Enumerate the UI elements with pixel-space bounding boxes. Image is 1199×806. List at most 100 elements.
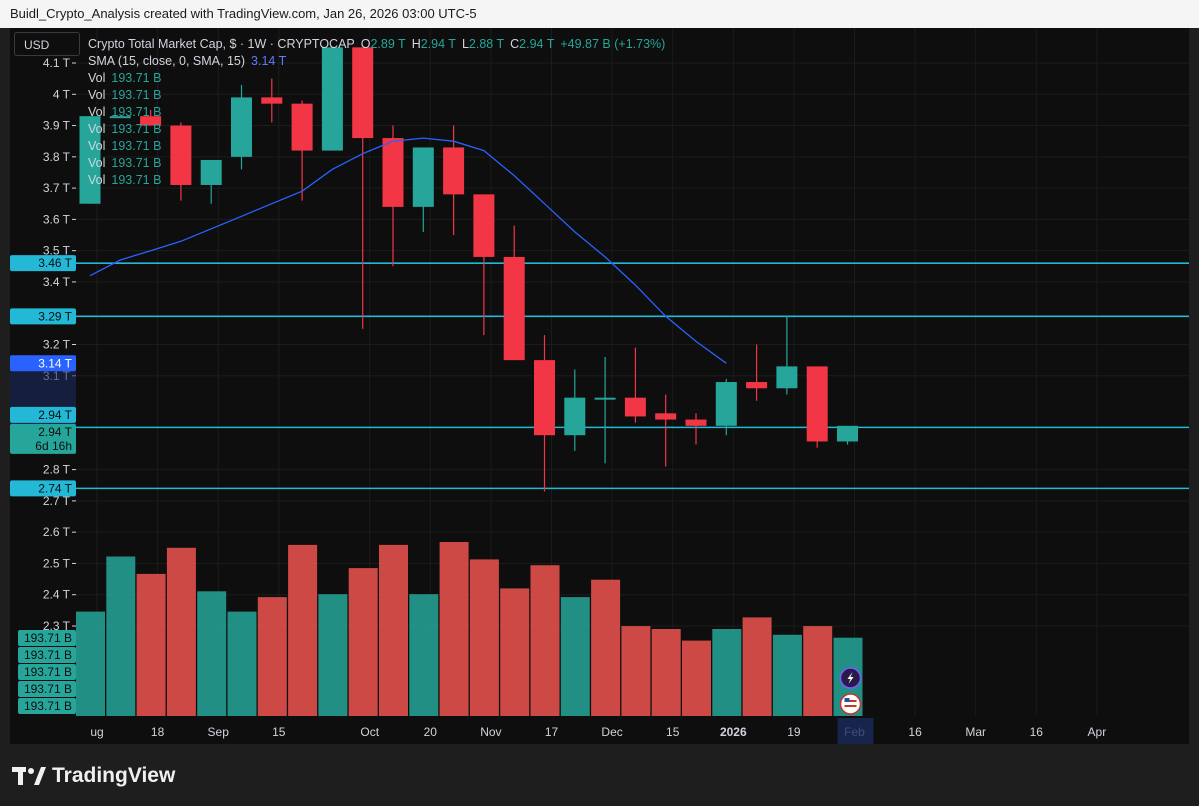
volume-price-labels: 193.71 B 193.71 B 193.71 B 193.71 B 193.71 B	[18, 630, 76, 715]
volume-legend-row[interactable]: Vol 193.71 B	[88, 155, 665, 172]
candle-body	[412, 147, 434, 207]
volume-legend-label: Vol	[88, 122, 106, 136]
candle-body	[291, 103, 313, 151]
chart-legend: Crypto Total Market Cap, $ · 1W · CRYPTO…	[88, 36, 665, 189]
candle-body	[79, 116, 101, 204]
y-tick-label: 2.7 T	[43, 494, 71, 508]
volume-legend-value: 193.71 B	[111, 71, 162, 85]
candle-body	[564, 397, 586, 436]
volume-bar	[318, 594, 348, 716]
x-tick-label: 20	[424, 725, 438, 739]
volume-bar	[76, 611, 105, 716]
volume-bar	[257, 597, 287, 716]
sma-price-tag-text: 3.14 T	[38, 356, 72, 370]
x-tick-label: 16	[1030, 725, 1044, 739]
sma-price-tag	[10, 355, 76, 372]
sma-value: 3.14 T	[251, 54, 287, 68]
candle-body	[170, 125, 192, 185]
volume-legend-row[interactable]: Vol 193.71 B	[88, 138, 665, 155]
level-price-tag	[10, 255, 76, 272]
lightning-glyph	[847, 672, 854, 684]
candle-body	[261, 97, 283, 104]
volume-bar	[197, 591, 227, 716]
y-tick-label: 2.5 T	[43, 556, 71, 570]
volume-legend-label: Vol	[88, 71, 106, 85]
level-price-tag-text: 3.46 T	[38, 256, 72, 270]
tradingview-logo-icon	[12, 767, 46, 785]
volume-bar	[288, 544, 318, 716]
volume-bar	[712, 629, 742, 716]
x-tick-label: 16	[908, 725, 922, 739]
y-tick-label: 2.4 T	[43, 588, 71, 602]
volume-price-label: 193.71 B	[18, 647, 76, 663]
y-tick-label: 3.4 T	[43, 275, 71, 289]
us-flag-stripe	[844, 700, 857, 702]
volume-bar	[803, 626, 833, 716]
legend-open-value: 2.89 T	[370, 37, 406, 51]
volume-legend-row[interactable]: Vol 193.71 B	[88, 87, 665, 104]
y-tick-label: 3.8 T	[43, 150, 71, 164]
volume-legend-row[interactable]: Vol 193.71 B	[88, 70, 665, 87]
volume-bar	[409, 594, 439, 716]
x-tick-label: 15	[272, 725, 286, 739]
level-price-tag	[10, 308, 76, 325]
sma-label[interactable]: SMA (15, close, 0, SMA, 15)	[88, 54, 246, 68]
volume-price-label: 193.71 B	[18, 630, 76, 646]
x-tick-label: Sep	[208, 725, 230, 739]
candle-body	[624, 397, 646, 417]
candle-body	[473, 194, 495, 257]
volume-bar	[651, 629, 681, 716]
volume-legend-label: Vol	[88, 88, 106, 102]
brand-name: TradingView	[52, 764, 176, 787]
level-price-tag	[10, 480, 76, 497]
volume-legend-value: 193.71 B	[111, 139, 162, 153]
volume-legend-row[interactable]: Vol 193.71 B	[88, 172, 665, 189]
candle-body	[685, 419, 707, 426]
volume-legend-value: 193.71 B	[111, 88, 162, 102]
volume-bar	[348, 568, 378, 716]
y-tick-label: 4.1 T	[43, 56, 71, 70]
chart-area[interactable]: 4.1 T 4 T 3.9 T 3.8 T 3.7 T 3.6 T 3.5 T 3.4 T 3.…	[10, 28, 1189, 744]
volume-legend-rows: Vol 193.71 B Vol 193.71 B Vol 193.71 B Vol 193.…	[88, 70, 665, 189]
y-tick-label: 3.9 T	[43, 119, 71, 133]
candle-body	[776, 366, 798, 389]
candle-body	[715, 382, 737, 426]
x-tick-label: 2026	[720, 725, 747, 739]
x-tick-label: Apr	[1088, 725, 1107, 739]
volume-bar	[621, 626, 651, 716]
y-tick-label: 3.6 T	[43, 212, 71, 226]
candle-body	[382, 138, 404, 207]
candle-body	[140, 116, 162, 126]
tradingview-logo[interactable]: TradingView	[12, 764, 175, 788]
legend-low-label: L	[461, 37, 469, 51]
candle-body	[200, 159, 222, 185]
volume-bar	[106, 556, 136, 716]
volume-legend-label: Vol	[88, 156, 106, 170]
volume-bar	[136, 573, 166, 716]
legend-change: +49.87 B (+1.73%)	[560, 37, 666, 51]
last-price-text: 2.94 T	[38, 425, 72, 439]
volume-bar	[227, 611, 257, 716]
currency-button[interactable]: USD	[14, 32, 80, 56]
current-period-band	[837, 718, 874, 744]
volume-bar	[560, 597, 590, 716]
candle-body	[594, 397, 616, 400]
legend-symbol[interactable]: Crypto Total Market Cap, $ · 1W · CRYPTO…	[88, 37, 355, 51]
y-tick-label: 3.5 T	[43, 244, 71, 258]
volume-legend-value: 193.71 B	[111, 156, 162, 170]
x-tick-label: Dec	[601, 725, 622, 739]
x-tick-label: 17	[545, 725, 559, 739]
candle-body	[443, 147, 465, 195]
volume-legend-row[interactable]: Vol 193.71 B	[88, 121, 665, 138]
legend-close-label: C	[510, 37, 520, 51]
x-tick-label: 18	[151, 725, 165, 739]
candle-body	[352, 47, 374, 139]
candlestick-chart[interactable]: 4.1 T 4 T 3.9 T 3.8 T 3.7 T 3.6 T 3.5 T 3.4 T 3.…	[10, 28, 1189, 744]
x-tick-label: Mar	[965, 725, 986, 739]
volume-legend-value: 193.71 B	[111, 122, 162, 136]
legend-low-value: 2.88 T	[468, 37, 505, 51]
volume-bar	[591, 579, 621, 716]
level-price-tag-text: 3.29 T	[38, 309, 72, 323]
volume-legend-row[interactable]: Vol 193.71 B	[88, 104, 665, 121]
legend-high-value: 2.94 T	[420, 37, 456, 51]
